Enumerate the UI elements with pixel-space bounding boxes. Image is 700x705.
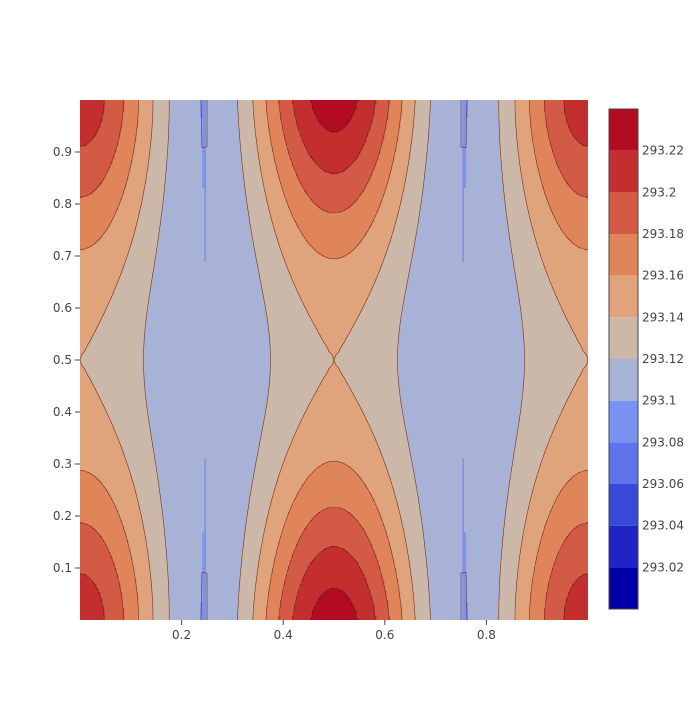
contour-band-8 bbox=[80, 100, 588, 620]
colorbar-tick-label: 293.18 bbox=[642, 227, 684, 241]
y-tick-label: 0.1 bbox=[53, 561, 72, 575]
contour-line-8 bbox=[80, 100, 588, 620]
colorbar-tick-label: 293.16 bbox=[642, 269, 684, 283]
y-axis: 0.1 0.2 0.3 0.4 0.5 0.6 0.7 0.8 0.9 bbox=[53, 145, 80, 575]
colorbar-swatch-0 bbox=[609, 567, 638, 609]
x-tick-label: 0.8 bbox=[477, 628, 496, 642]
y-tick-label: 0.7 bbox=[53, 249, 72, 263]
x-tick-label: 0.2 bbox=[172, 628, 191, 642]
y-tick-label: 0.4 bbox=[53, 405, 72, 419]
y-tick-label: 0.3 bbox=[53, 457, 72, 471]
colorbar-tick-label: 293.2 bbox=[642, 185, 676, 199]
y-tick-label: 0.8 bbox=[53, 197, 72, 211]
colorbar: 293.02 293.04 293.06 293.08 293.1 293.12 293.1… bbox=[608, 108, 684, 610]
contour-line-6 bbox=[80, 100, 588, 620]
colorbar-outline bbox=[608, 108, 639, 610]
colorbar-tick-label: 293.22 bbox=[642, 144, 684, 158]
colorbar-swatch-2 bbox=[609, 484, 638, 526]
x-tick-label: 0.6 bbox=[375, 628, 394, 642]
colorbar-tick-label: 293.14 bbox=[642, 310, 684, 324]
contour-line-10 bbox=[310, 100, 358, 620]
colorbar-swatch-3 bbox=[609, 442, 638, 484]
colorbar-swatch-5 bbox=[609, 359, 638, 401]
colorbar-swatch-6 bbox=[609, 317, 638, 359]
colorbar-tick-label: 293.12 bbox=[642, 352, 684, 366]
contour-band-9 bbox=[80, 100, 588, 620]
y-tick-label: 0.6 bbox=[53, 301, 72, 315]
colorbar-swatch-8 bbox=[609, 234, 638, 276]
contour-line-4 bbox=[200, 100, 468, 620]
x-tick-label: 0.4 bbox=[274, 628, 293, 642]
colorbar-swatch-9 bbox=[609, 192, 638, 234]
y-tick-label: 0.2 bbox=[53, 509, 72, 523]
y-tick-label: 0.9 bbox=[53, 145, 72, 159]
colorbar-swatch-4 bbox=[609, 400, 638, 443]
plot-area bbox=[80, 100, 588, 620]
contour-lines bbox=[80, 100, 588, 620]
colorbar-tick-label: 293.06 bbox=[642, 477, 684, 491]
colorbar-tick-label: 293.1 bbox=[642, 394, 676, 408]
x-axis: 0.2 0.4 0.6 0.8 bbox=[172, 620, 496, 642]
colorbar-swatch-7 bbox=[609, 275, 638, 318]
contour-line-5 bbox=[143, 100, 525, 620]
colorbar-tick-label: 293.08 bbox=[642, 435, 684, 449]
colorbar-swatch-1 bbox=[609, 525, 638, 568]
contour-band-5 bbox=[144, 100, 525, 620]
y-tick-label: 0.5 bbox=[53, 353, 72, 367]
contour-line-9 bbox=[80, 100, 588, 620]
colorbar-swatch-10 bbox=[609, 150, 638, 193]
colorbar-swatch-11 bbox=[609, 109, 638, 151]
colorbar-tick-label: 293.02 bbox=[642, 560, 684, 574]
contour-line-7 bbox=[80, 100, 588, 620]
colorbar-tick-label: 293.04 bbox=[642, 519, 684, 533]
